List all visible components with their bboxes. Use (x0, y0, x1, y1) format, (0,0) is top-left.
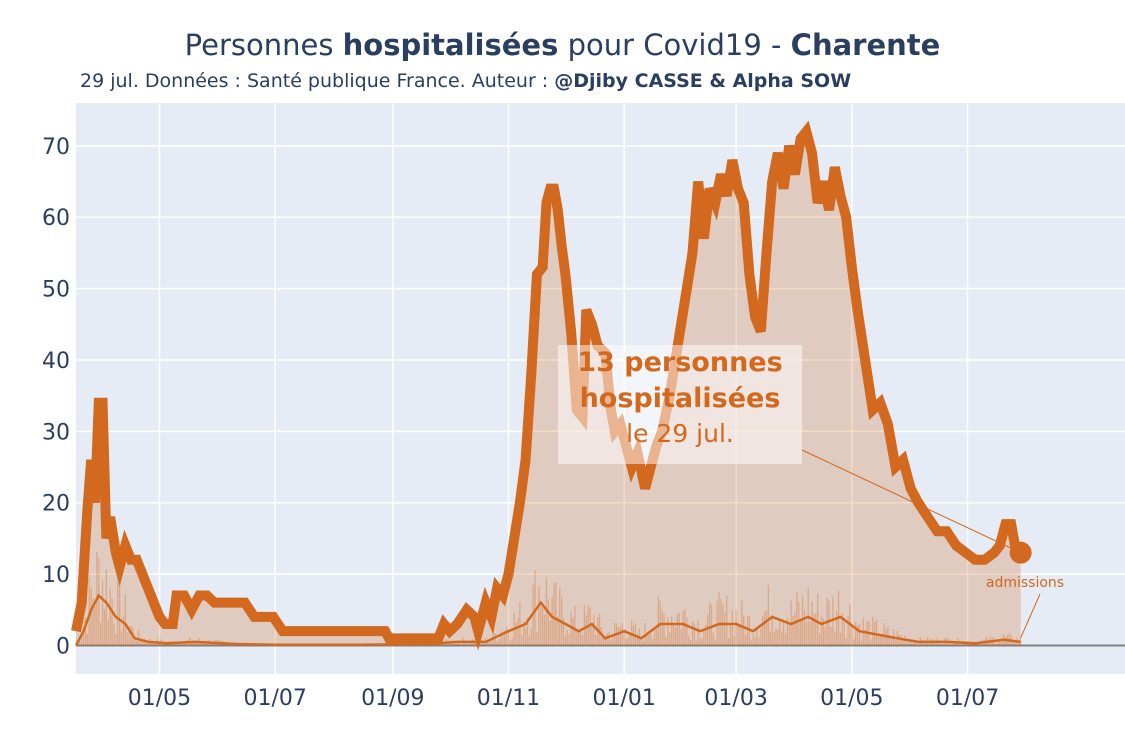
x-tick-label: 01/07 (243, 686, 306, 711)
y-tick-label: 10 (42, 563, 70, 588)
x-tick-label: 01/11 (477, 686, 540, 711)
annotation-line3: le 29 jul. (626, 419, 734, 448)
x-tick-label: 01/03 (704, 686, 767, 711)
chart-title: Personnes hospitalisées pour Covid19 - C… (0, 28, 1125, 62)
y-tick-label: 70 (42, 135, 70, 160)
title-bold: hospitalisées (342, 28, 559, 62)
admissions-arrow (1020, 593, 1041, 639)
x-tick-label: 01/05 (820, 686, 883, 711)
y-tick-label: 40 (42, 349, 70, 374)
x-tick-label: 01/09 (361, 686, 424, 711)
annotation-line2: hospitalisées (579, 383, 781, 414)
y-tick-label: 0 (56, 634, 70, 659)
annotation-line1: 13 personnes (577, 347, 783, 378)
annotation-box: 13 personnes hospitalisées le 29 jul. (558, 345, 802, 464)
annotation-arrow (801, 449, 1021, 554)
hospitalised-area (76, 131, 1021, 646)
subtitle-text: 29 jul. Données : Santé publique France.… (80, 70, 555, 92)
y-tick-label: 60 (42, 206, 70, 231)
y-tick-label: 50 (42, 278, 70, 303)
x-tick-label: 01/05 (128, 686, 191, 711)
x-tick-label: 01/01 (593, 686, 656, 711)
y-tick-label: 20 (42, 492, 70, 517)
y-tick-label: 30 (42, 420, 70, 445)
title-prefix: Personnes (184, 28, 343, 62)
admissions-line (74, 593, 1021, 647)
chart-subtitle: 29 jul. Données : Santé publique France.… (80, 70, 851, 92)
last-point-marker (1009, 541, 1032, 564)
admissions-label: admissions (986, 575, 1064, 591)
title-region: Charente (790, 28, 941, 62)
x-tick-label: 01/07 (936, 686, 999, 711)
title-mid: pour Covid19 - (558, 28, 791, 62)
subtitle-author: @Djiby CASSE & Alpha SOW (554, 70, 852, 92)
